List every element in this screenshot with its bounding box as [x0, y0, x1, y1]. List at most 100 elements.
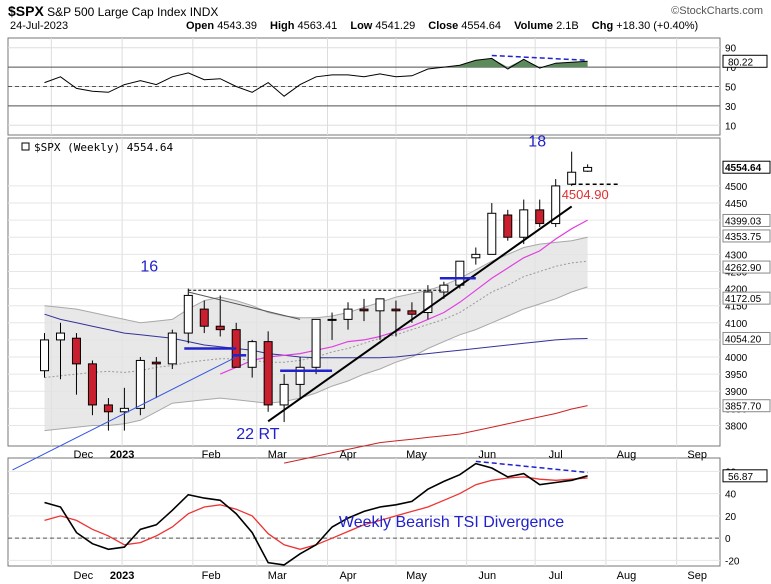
price-tick-label: 3800 — [725, 421, 748, 432]
label-18: 18 — [528, 134, 546, 151]
candle-body — [279, 383, 289, 406]
tsi-x-label: Sep — [687, 570, 707, 582]
rsi-line — [44, 57, 588, 97]
rsi-tick-label: 10 — [725, 121, 737, 132]
candle-body — [519, 209, 529, 238]
volume-value: 2.1B — [556, 20, 579, 32]
price-x-label: Dec — [74, 449, 94, 461]
rsi-last-box — [722, 54, 768, 68]
candle-body — [535, 209, 545, 225]
price-last-box — [722, 213, 771, 227]
volume-label: Volume — [514, 20, 554, 32]
bollinger-lower-line — [44, 286, 588, 432]
close-label: Close — [428, 20, 459, 32]
candle-body — [55, 332, 65, 341]
candle-body — [423, 291, 433, 314]
candle-body — [359, 308, 369, 312]
candle-body — [119, 407, 129, 413]
candle-body — [375, 298, 385, 312]
price-last-label: 4399.03 — [725, 216, 762, 227]
tsi-tick-label: 40 — [725, 490, 737, 501]
price-last-label: 4353.75 — [725, 232, 762, 243]
price-last-label: 4554.64 — [725, 163, 762, 174]
price-legend: $SPX (Weekly) 4554.64 — [34, 141, 173, 154]
price-last-label: 4054.20 — [725, 334, 762, 345]
price-last-box — [722, 399, 771, 413]
open-value: 4543.39 — [217, 20, 257, 32]
quote-date: 24-Jul-2023 — [10, 20, 69, 32]
copyright: ©StockCharts.com — [671, 5, 763, 17]
tsi-last-label: 56.87 — [728, 472, 753, 483]
price-last-box — [722, 291, 771, 305]
candle-body — [247, 341, 257, 368]
candle-body — [295, 366, 305, 385]
tsi-tick-label: 20 — [725, 512, 737, 523]
rsi-tick-label: 30 — [725, 102, 737, 113]
chart-title: $SPX S&P 500 Large Cap Index INDX — [8, 3, 218, 19]
candle-body — [583, 166, 593, 172]
low-label: Low — [350, 20, 373, 32]
candle-body — [40, 339, 50, 372]
candle-body — [503, 214, 513, 238]
candle-body — [311, 318, 321, 368]
price-x-label: May — [406, 449, 427, 461]
price-tick-label: 4100 — [725, 319, 748, 330]
tsi-x-label: Aug — [617, 570, 637, 582]
tsi-last-box — [722, 469, 768, 483]
tsi-tick-label: -20 — [725, 556, 740, 567]
chg-label: Chg — [591, 20, 614, 32]
price-last-box — [722, 229, 771, 243]
price-x-label: Jun — [478, 449, 496, 461]
price-x-label: Mar — [268, 449, 287, 461]
tsi-tick-label: 0 — [725, 534, 731, 545]
price-last-label: 3857.70 — [725, 402, 762, 413]
candle-body — [199, 308, 209, 327]
index-name: S&P 500 Large Cap Index — [47, 5, 187, 19]
price-x-label: Apr — [339, 449, 356, 461]
price-x-label: Feb — [202, 449, 221, 461]
price-tick-label: 4150 — [725, 302, 748, 313]
price-x-label: Jul — [549, 449, 563, 461]
price-x-label: Sep — [687, 449, 707, 461]
candle-body — [71, 337, 81, 365]
close-value: 4554.64 — [461, 20, 502, 32]
open-label: Open — [186, 20, 215, 32]
candle-body — [151, 361, 161, 365]
chg-value: +18.30 (+0.40%) — [616, 20, 699, 32]
high-label: High — [270, 20, 295, 32]
tsi-x-label: 2023 — [110, 570, 134, 582]
symbol: $SPX — [8, 3, 44, 19]
support-value-label: 4504.90 — [562, 187, 609, 202]
candle-body — [263, 341, 273, 406]
price-tick-label: 4450 — [725, 199, 748, 210]
rsi-last-label: 80.22 — [728, 57, 753, 68]
legend-swatch — [21, 142, 30, 151]
tsi-divergence-line — [475, 460, 588, 474]
candle-body — [567, 171, 577, 185]
candle-body — [471, 253, 481, 259]
label-22-rt: 22 RT — [236, 426, 280, 443]
candle-body — [183, 294, 193, 334]
price-last-label: 4172.05 — [725, 294, 762, 305]
tsi-x-label: Jul — [549, 570, 563, 582]
label-16: 16 — [140, 258, 158, 275]
high-value: 4563.41 — [297, 20, 338, 32]
candle-body — [327, 318, 337, 321]
candle-body — [439, 284, 449, 293]
price-tick-label: 4300 — [725, 250, 748, 261]
tsi-x-label: Mar — [268, 570, 287, 582]
price-last-box — [722, 260, 771, 274]
low-value: 4541.29 — [375, 20, 416, 32]
candle-body — [103, 404, 113, 413]
tsi-x-label: Dec — [74, 570, 94, 582]
rsi-tick-label: 50 — [725, 83, 737, 94]
black-trend-line — [267, 205, 573, 423]
candle-body — [87, 363, 97, 406]
tsi-title: Weekly Bearish TSI Divergence — [339, 514, 564, 531]
candle-body — [167, 332, 177, 365]
candle-body — [407, 310, 417, 315]
ma-fast-line — [219, 219, 588, 375]
gray-down-trend-line — [188, 291, 301, 320]
